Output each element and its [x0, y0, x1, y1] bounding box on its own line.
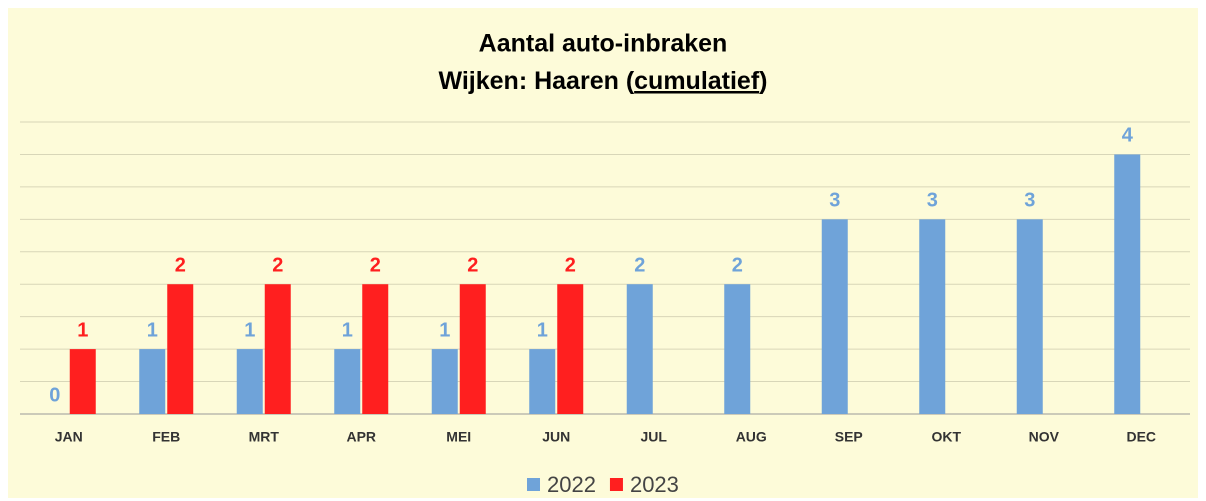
bar [919, 219, 946, 414]
bar [1016, 219, 1043, 414]
data-label: 3 [1024, 190, 1035, 212]
x-tick-label: JUL [641, 429, 668, 445]
x-tick-label: DEC [1126, 429, 1156, 445]
data-label: 2 [634, 255, 645, 277]
data-label: 2 [370, 255, 381, 277]
data-label: 2 [175, 255, 186, 277]
bar [626, 284, 653, 414]
data-label: 4 [1122, 125, 1134, 147]
bar [264, 284, 291, 414]
x-tick-label: FEB [152, 429, 180, 445]
bar [459, 284, 486, 414]
data-label: 1 [77, 319, 88, 341]
bar [139, 349, 166, 414]
data-label: 1 [244, 319, 255, 341]
x-tick-label: MEI [446, 429, 471, 445]
bar [236, 349, 263, 414]
legend-swatch [527, 478, 540, 491]
chart-subtitle: Wijken: Haaren (cumulatief) [438, 67, 767, 95]
bar [557, 284, 584, 414]
bar [821, 219, 848, 414]
data-label: 1 [342, 319, 353, 341]
bar [1114, 154, 1141, 414]
data-label: 0 [49, 384, 60, 406]
bar [362, 284, 389, 414]
x-tick-label: AUG [736, 429, 767, 445]
bar [529, 349, 556, 414]
x-tick-label: JAN [55, 429, 83, 445]
subtitle-part: Wijken: Haaren ( [438, 67, 634, 95]
subtitle-part: cumulatief [634, 67, 760, 95]
legend-label: 2022 [547, 472, 596, 497]
chart-title: Aantal auto-inbraken [479, 30, 728, 58]
data-label: 1 [147, 319, 158, 341]
data-label: 1 [537, 319, 548, 341]
x-tick-label: OKT [931, 429, 961, 445]
bar [167, 284, 194, 414]
data-label: 1 [439, 319, 450, 341]
bar [334, 349, 361, 414]
x-tick-label: SEP [835, 429, 863, 445]
bar [431, 349, 458, 414]
data-label: 2 [272, 255, 283, 277]
x-tick-label: NOV [1029, 429, 1060, 445]
data-label: 2 [732, 255, 743, 277]
data-label: 2 [565, 255, 576, 277]
x-tick-label: MRT [249, 429, 280, 445]
data-label: 3 [829, 190, 840, 212]
bar [724, 284, 751, 414]
x-tick-label: APR [346, 429, 376, 445]
data-label: 3 [927, 190, 938, 212]
data-label: 2 [467, 255, 478, 277]
legend-swatch [609, 478, 623, 491]
bar [69, 349, 96, 414]
chart-background [8, 8, 1198, 498]
legend-label: 2023 [630, 472, 679, 497]
x-tick-label: JUN [542, 429, 570, 445]
subtitle-part: ) [759, 67, 767, 95]
